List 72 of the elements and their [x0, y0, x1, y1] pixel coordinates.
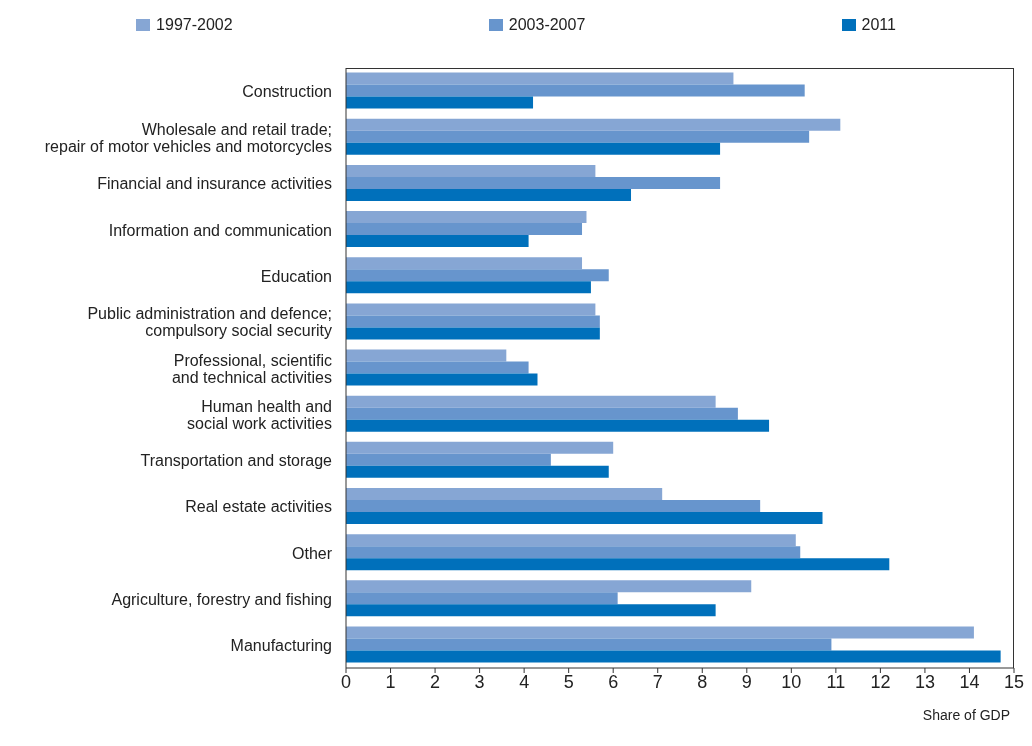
legend-label: 2003-2007 [507, 16, 586, 34]
y-tick-label: Other [291, 544, 333, 562]
x-tick-label: 14 [959, 671, 980, 692]
x-tick-label: 5 [563, 671, 574, 692]
bar [346, 164, 596, 177]
bar [346, 395, 716, 408]
bar [346, 580, 752, 593]
bar [346, 626, 974, 639]
bar [346, 327, 600, 340]
y-tick-label: Financial and insurance activities [97, 174, 332, 192]
x-tick-label: 4 [519, 671, 530, 692]
bar [346, 188, 632, 201]
bar [346, 441, 614, 454]
bar [346, 257, 583, 270]
bar [346, 465, 609, 478]
x-tick-label: 8 [697, 671, 708, 692]
bar [346, 558, 890, 571]
y-tick-label: Real estate activities [185, 497, 332, 515]
y-tick-label: Wholesale and retail trade; repair of motor vehicles and motorcycles [44, 120, 332, 155]
bar [346, 373, 538, 386]
bar [346, 281, 591, 294]
bar [346, 118, 841, 131]
x-axis-title: Share of GDP [922, 707, 1010, 723]
bar [346, 235, 529, 248]
bar [346, 315, 600, 328]
x-tick-label: 15 [1003, 671, 1025, 692]
bar [346, 96, 534, 109]
bar [346, 407, 738, 420]
bar [346, 592, 618, 605]
bar [346, 419, 770, 432]
bar [346, 638, 832, 651]
legend-label: 2011 [860, 16, 896, 34]
bar [346, 269, 609, 282]
x-tick-label: 1 [385, 671, 396, 692]
y-tick-label: Public administration and defence; compulsory social security [87, 304, 332, 339]
bar [346, 130, 810, 143]
bar [346, 361, 529, 374]
bar [346, 72, 734, 85]
x-tick-label: 6 [608, 671, 619, 692]
y-tick-label: Agriculture, forestry and fishing [111, 590, 332, 608]
bar [346, 349, 507, 362]
bar [346, 84, 805, 97]
y-tick-label: Human health and social work activities [187, 397, 332, 432]
y-tick-label: Transportation and storage [140, 451, 333, 469]
bar [346, 546, 801, 559]
x-tick-label: 0 [340, 671, 352, 692]
bar [346, 303, 596, 316]
bar [346, 211, 587, 224]
y-tick-label: Professional, scientific and technical activities [171, 351, 332, 385]
bar [346, 650, 1001, 663]
x-tick-label: 12 [870, 671, 891, 692]
bar [346, 223, 583, 236]
x-tick-label: 11 [826, 671, 846, 692]
bar [346, 488, 663, 500]
bar [346, 512, 823, 524]
legend-label: 1997-2002 [155, 16, 233, 34]
x-tick-label: 13 [914, 671, 935, 692]
y-tick-label: Construction [242, 82, 332, 100]
bar [346, 453, 551, 466]
x-tick-label: 9 [741, 671, 752, 692]
y-tick-label: Education [260, 267, 332, 285]
x-tick-label: 2 [430, 671, 441, 692]
bar [346, 142, 721, 155]
y-tick-label: Manufacturing [230, 636, 332, 654]
y-tick-label: Information and communication [108, 221, 332, 239]
bar [346, 534, 796, 547]
x-tick-label: 3 [474, 671, 485, 692]
bar [346, 500, 761, 512]
x-tick-label: 7 [652, 671, 663, 692]
bar [346, 176, 721, 189]
x-tick-label: 10 [781, 671, 802, 692]
bar [346, 604, 716, 617]
